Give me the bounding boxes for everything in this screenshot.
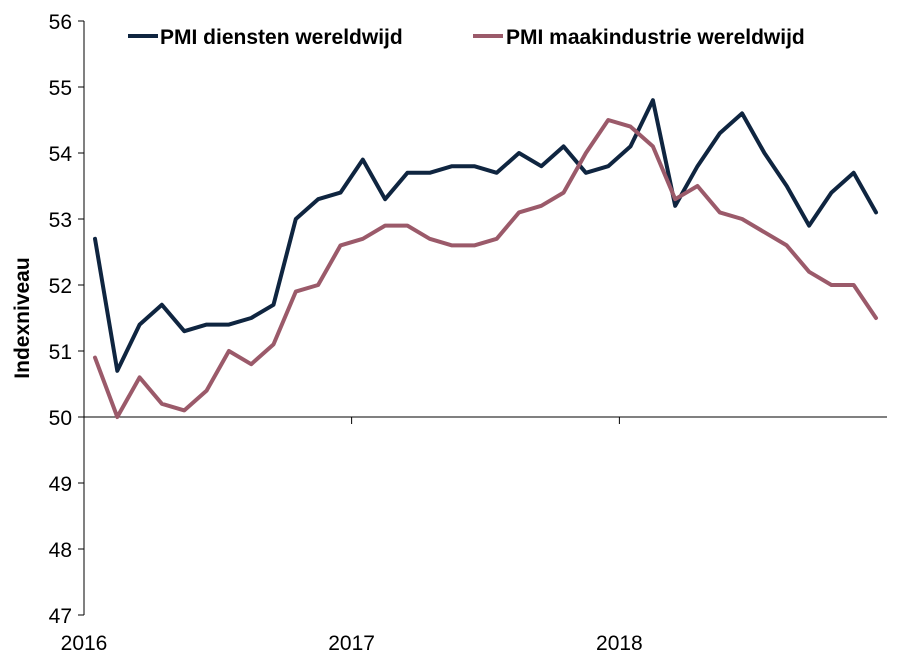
x-tick-label: 2016 <box>61 632 108 655</box>
legend: PMI diensten wereldwijd PMI maakindustri… <box>128 26 805 49</box>
x-tick-label: 2017 <box>328 632 375 655</box>
y-tick-label: 52 <box>49 275 72 298</box>
y-tick-label: 48 <box>49 539 72 562</box>
y-tick-label: 50 <box>49 407 72 430</box>
legend-label-services: PMI diensten wereldwijd <box>160 26 403 49</box>
y-axis-ticks <box>78 20 84 616</box>
x-tick-label: 2018 <box>596 632 643 655</box>
series-layer <box>93 98 878 419</box>
y-tick-label: 55 <box>49 77 72 100</box>
x-axis-tick-labels: 2016 2017 2018 <box>61 632 643 655</box>
y-axis-title: Indexniveau <box>11 257 34 378</box>
y-tick-label: 56 <box>49 11 72 34</box>
y-tick-label: 49 <box>49 473 72 496</box>
x-axis-ticks <box>351 417 620 424</box>
legend-label-manufacturing: PMI maakindustrie wereldwijd <box>506 26 805 49</box>
y-axis-tick-labels: 47 48 49 50 51 52 53 54 55 56 <box>49 11 73 628</box>
series-line-services <box>93 98 878 373</box>
y-tick-label: 47 <box>49 605 72 628</box>
y-tick-label: 51 <box>49 341 72 364</box>
series-line-manufacturing <box>93 118 878 419</box>
y-tick-label: 54 <box>49 143 73 166</box>
y-tick-label: 53 <box>49 209 72 232</box>
